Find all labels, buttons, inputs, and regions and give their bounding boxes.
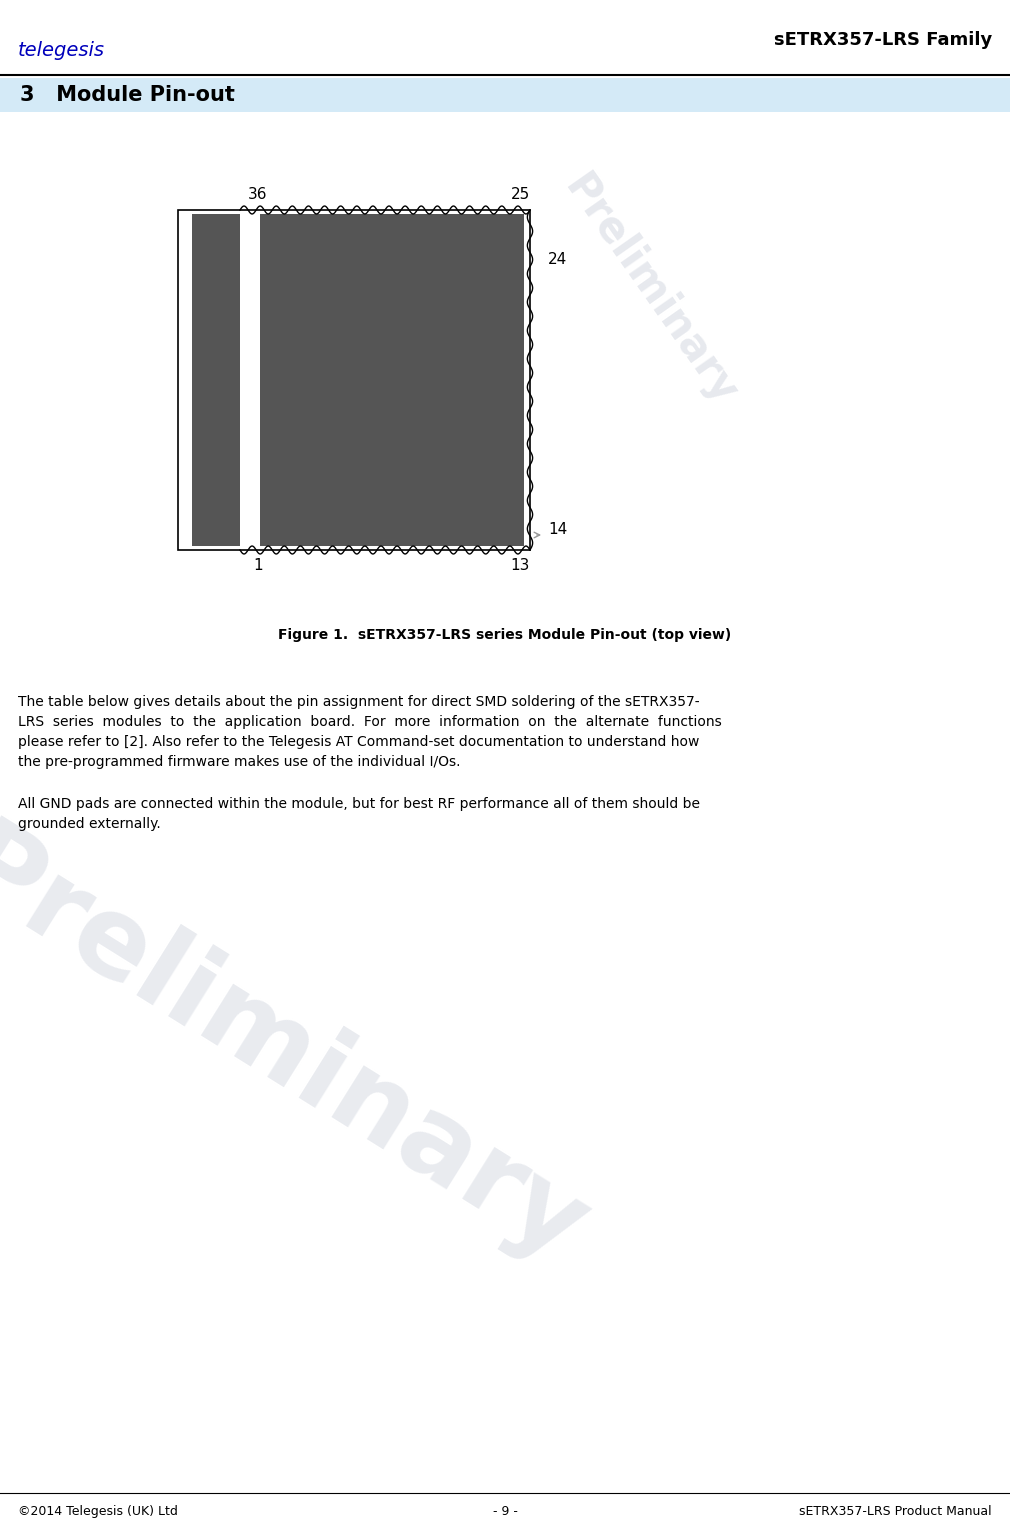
- Text: 14: 14: [548, 522, 568, 538]
- Bar: [0, 78, 1010, 112]
- Text: Figure 1.  sETRX357-LRS series Module Pin-out (top view): Figure 1. sETRX357-LRS series Module Pin…: [279, 628, 731, 642]
- Bar: [260, 214, 524, 545]
- Text: The table below gives details about the pin assignment for direct SMD soldering : The table below gives details about the …: [18, 696, 700, 709]
- Text: 3   Module Pin-out: 3 Module Pin-out: [20, 84, 235, 106]
- Text: - 9 -: - 9 -: [493, 1504, 517, 1518]
- Text: All GND pads are connected within the module, but for best RF performance all of: All GND pads are connected within the mo…: [18, 797, 700, 810]
- Text: 36: 36: [248, 187, 268, 202]
- Text: the pre-programmed firmware makes use of the individual I/Os.: the pre-programmed firmware makes use of…: [18, 755, 461, 769]
- Text: telegesis: telegesis: [18, 40, 105, 60]
- Text: 13: 13: [510, 558, 529, 573]
- Text: sETRX357-LRS Product Manual: sETRX357-LRS Product Manual: [799, 1504, 992, 1518]
- Text: please refer to [2]. Also refer to the Telegesis AT Command-set documentation to: please refer to [2]. Also refer to the T…: [18, 735, 699, 749]
- Text: ©2014 Telegesis (UK) Ltd: ©2014 Telegesis (UK) Ltd: [18, 1504, 178, 1518]
- Text: grounded externally.: grounded externally.: [18, 817, 161, 830]
- Text: sETRX357-LRS Family: sETRX357-LRS Family: [774, 31, 992, 49]
- Bar: [192, 214, 240, 545]
- Text: Preliminary: Preliminary: [0, 812, 605, 1287]
- Text: LRS  series  modules  to  the  application  board.  For  more  information  on  : LRS series modules to the application bo…: [18, 715, 722, 729]
- Text: 25: 25: [510, 187, 529, 202]
- Bar: [178, 210, 530, 550]
- Text: 24: 24: [548, 253, 568, 268]
- Text: Preliminary: Preliminary: [556, 167, 744, 414]
- Text: 1: 1: [254, 558, 263, 573]
